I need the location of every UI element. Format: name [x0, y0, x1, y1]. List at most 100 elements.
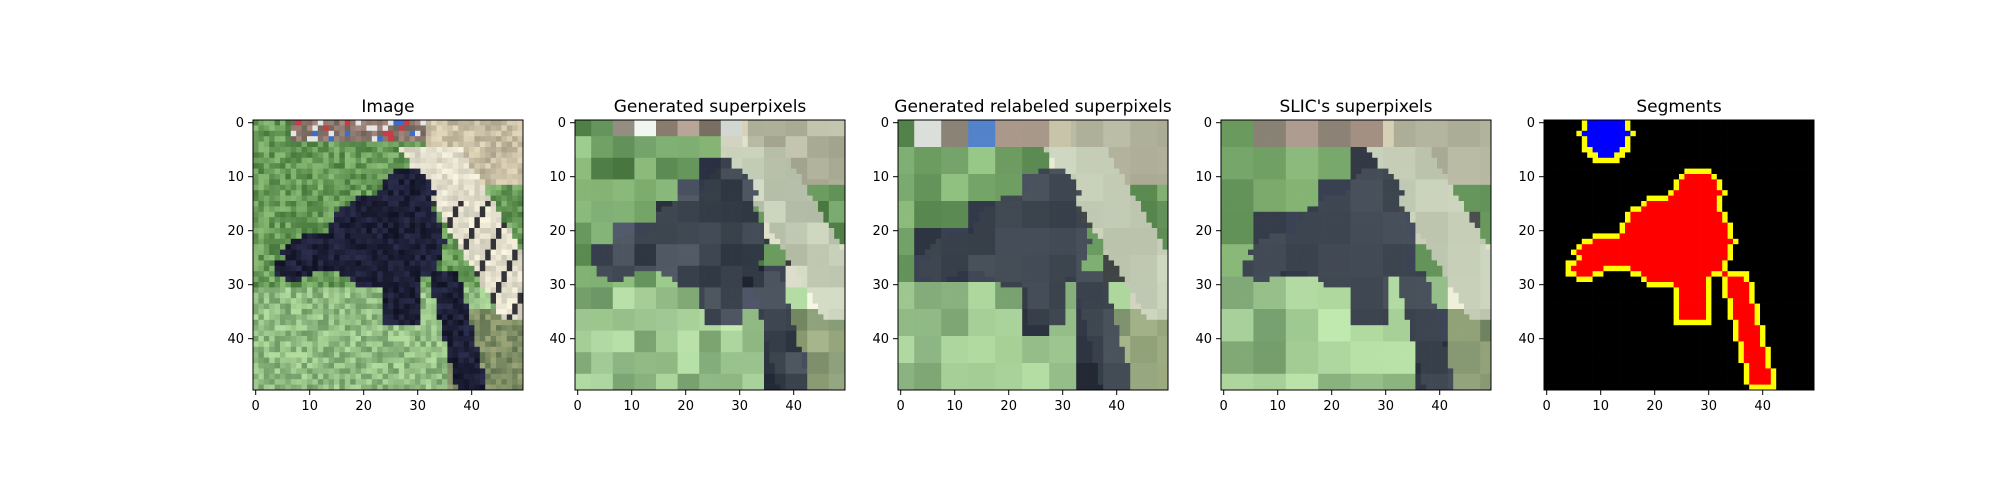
pixel-cell [366, 255, 373, 261]
pixel-cell [661, 152, 668, 159]
pixel-cell [602, 330, 608, 337]
pixel-cell [656, 195, 662, 202]
pixel-cell [639, 152, 646, 159]
pixel-cell [382, 325, 389, 331]
pixel-cell [420, 330, 427, 337]
pixel-cell [812, 325, 819, 331]
pixel-cell [699, 195, 705, 202]
pixel-cell [296, 319, 302, 326]
pixel-cell [807, 163, 813, 169]
pixel-cell [377, 190, 383, 196]
pixel-cell [801, 314, 808, 321]
pixel-cell [645, 195, 651, 202]
pixel-cell [280, 341, 286, 348]
pixel-cell [339, 249, 346, 256]
pixel-cell [683, 373, 689, 380]
pixel-cell [517, 282, 524, 288]
pixel-cell [388, 228, 394, 234]
pixel-cell [355, 255, 362, 261]
pixel-cell [506, 309, 513, 315]
pixel-cell [704, 184, 711, 191]
pixel-cell [693, 352, 700, 358]
pixel-cell [726, 265, 732, 272]
pixel-cell [585, 249, 592, 256]
pixel-cell [274, 292, 281, 299]
pixel-cell [645, 249, 651, 256]
pixel-cell [398, 228, 405, 234]
pixel-cell [280, 309, 286, 315]
pixel-cell [791, 222, 797, 229]
pixel-cell [420, 341, 427, 348]
pixel-cell [334, 346, 340, 353]
pixel-cell [753, 282, 759, 288]
pixel-cell [425, 136, 432, 142]
pixel-cell [785, 125, 792, 132]
pixel-cell [409, 314, 416, 321]
pixel-cell [764, 238, 770, 245]
pixel-cell [474, 163, 481, 169]
pixel-cell [737, 179, 743, 186]
pixel-cell [683, 276, 689, 283]
pixel-cell [431, 125, 437, 132]
pixel-cell [688, 298, 695, 304]
pixel-cell [720, 265, 727, 272]
pixel-cell [366, 125, 373, 132]
pixel-cell [474, 319, 481, 326]
pixel-cell [769, 265, 776, 272]
pixel-cell [355, 260, 362, 267]
pixel-cell [704, 373, 711, 380]
pixel-cell [269, 249, 275, 256]
pixel-cell [623, 368, 630, 375]
pixel-cell [774, 292, 781, 299]
pixel-cell [580, 255, 587, 261]
pixel-cell [371, 179, 378, 186]
pixel-cell [629, 341, 635, 348]
pixel-cell [361, 125, 367, 132]
pixel-cell [747, 244, 754, 250]
pixel-cell [612, 130, 619, 137]
pixel-cell [839, 168, 846, 175]
pixel-cell [301, 168, 308, 175]
pixel-cell [645, 168, 651, 175]
pixel-cell [629, 303, 635, 310]
pixel-cell [317, 255, 324, 261]
pixel-cell [683, 309, 689, 315]
pixel-cell [812, 276, 819, 283]
pixel-cell [307, 330, 313, 337]
pixel-cell [828, 260, 835, 267]
pixel-cell [823, 276, 830, 283]
pixel-cell [393, 179, 400, 186]
pixel-cell [447, 303, 454, 310]
pixel-cell [253, 260, 259, 267]
pixel-cell [479, 265, 486, 272]
pixel-cell [764, 152, 770, 159]
pixel-cell [285, 282, 292, 288]
pixel-cell [263, 319, 270, 326]
pixel-cell [490, 282, 497, 288]
pixel-cell [409, 222, 416, 229]
pixel-cell [742, 147, 749, 153]
pixel-cell [366, 163, 373, 169]
pixel-cell [366, 292, 373, 299]
pixel-cell [442, 190, 448, 196]
pixel-cell [612, 136, 619, 142]
pixel-cell [296, 379, 302, 385]
pixel-cell [796, 190, 803, 196]
pixel-cell [618, 373, 624, 380]
pixel-cell [312, 271, 319, 277]
pixel-cell [469, 206, 475, 213]
pixel-cell [720, 363, 727, 369]
pixel-cell [764, 282, 770, 288]
pixel-cell [688, 336, 695, 342]
pixel-cell [656, 184, 662, 191]
pixel-cell [312, 147, 319, 153]
pixel-cell [382, 244, 389, 250]
pixel-cell [420, 325, 427, 331]
pixel-cell [607, 211, 614, 218]
pixel-cell [263, 238, 270, 245]
pixel-cell [656, 298, 662, 304]
pixel-cell [490, 373, 497, 380]
pixel-cell [366, 357, 373, 364]
pixel-cell [791, 190, 797, 196]
pixel-cell [285, 184, 292, 191]
